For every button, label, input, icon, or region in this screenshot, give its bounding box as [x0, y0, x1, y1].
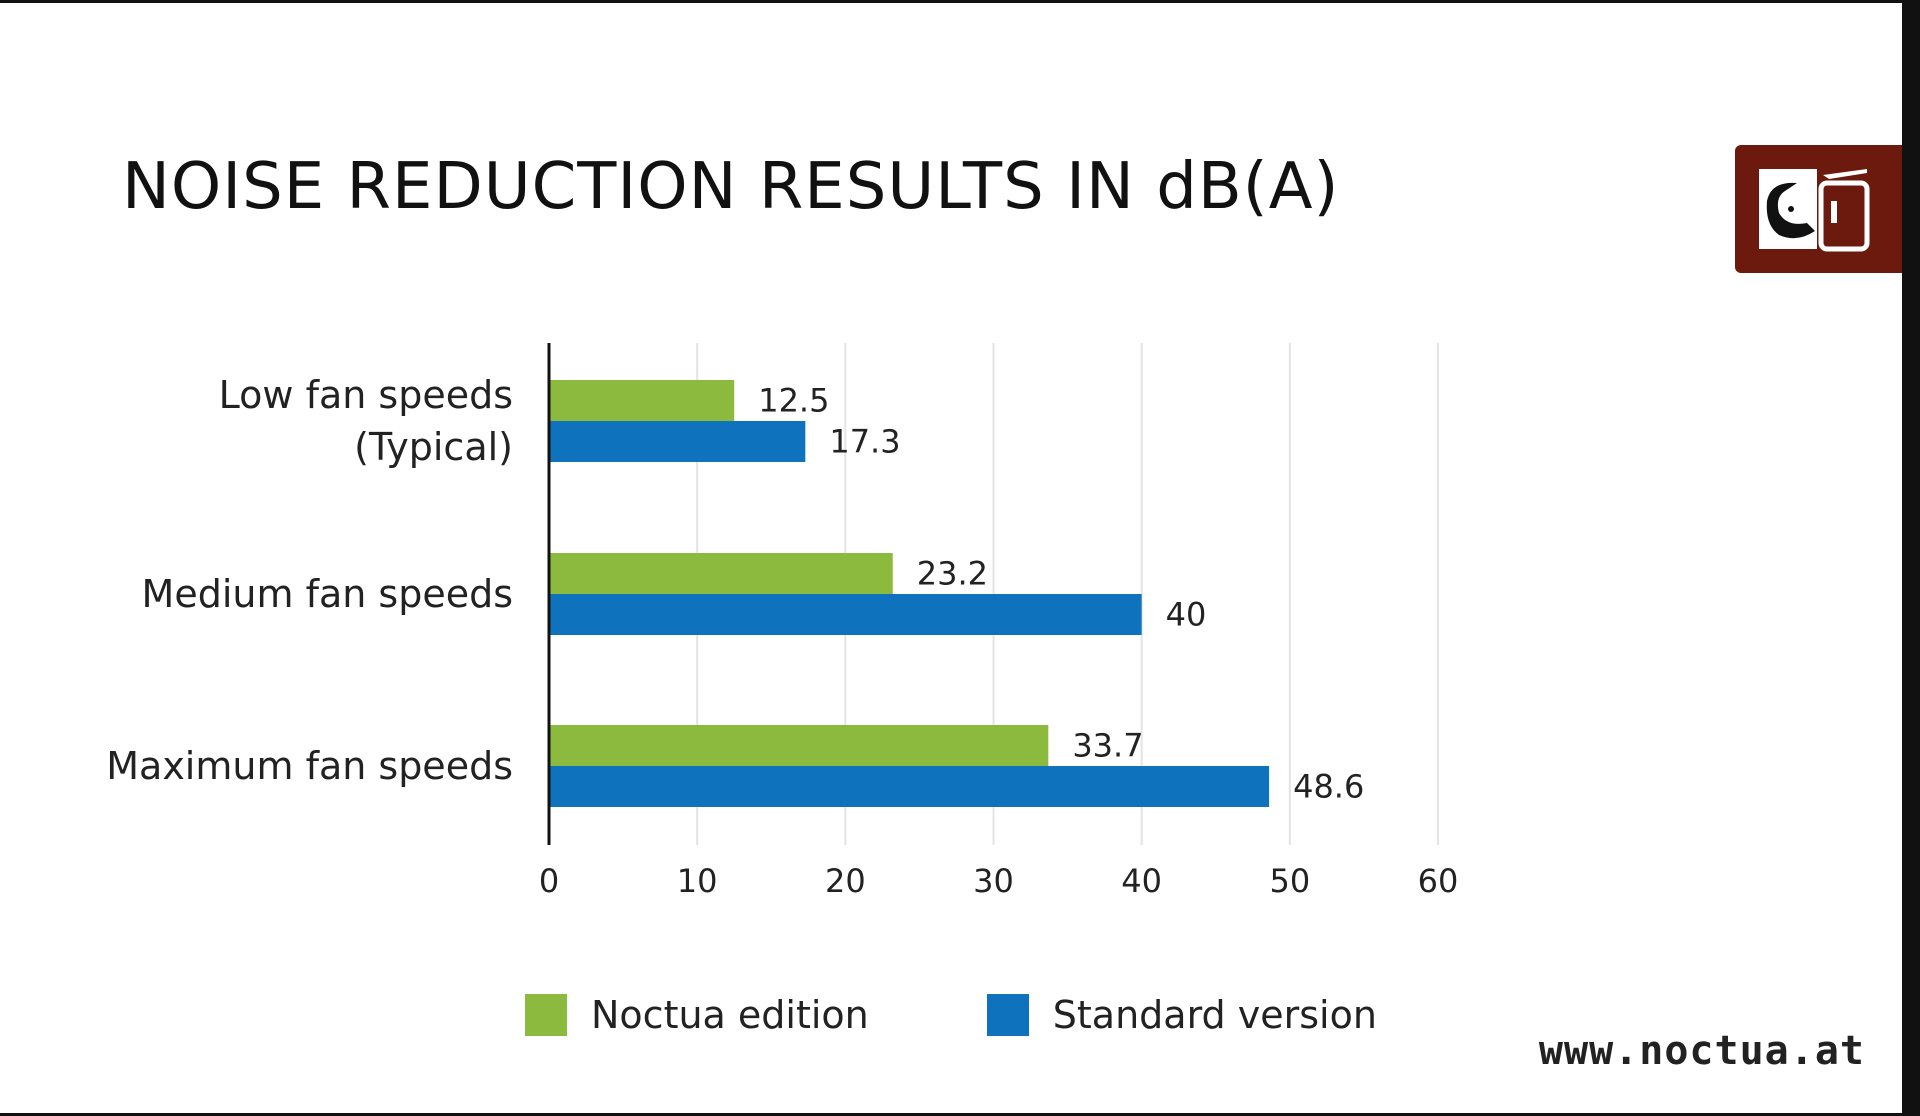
frame-border-right [1902, 0, 1920, 1116]
frame-border-bottom [0, 1113, 1920, 1116]
x-tick-label-0: 0 [539, 862, 559, 900]
bar-standard-0 [549, 421, 806, 462]
owl-logo-icon [1759, 169, 1870, 252]
data-label-noctua-0: 12.5 [758, 382, 829, 420]
data-label-standard-0: 17.3 [829, 423, 900, 461]
x-tick-label-20: 20 [825, 862, 866, 900]
data-label-standard-2: 48.6 [1293, 768, 1364, 806]
data-label-standard-1: 40 [1166, 596, 1207, 634]
legend-swatch-noctua [525, 994, 567, 1036]
bar-noctua-1 [549, 553, 893, 594]
bar-noctua-0 [549, 380, 735, 421]
x-tick-label-10: 10 [677, 862, 718, 900]
data-label-noctua-1: 23.2 [917, 555, 988, 593]
category-label-2-0: Maximum fan speeds [106, 744, 513, 788]
legend-label-standard: Standard version [1052, 993, 1377, 1037]
legend-swatch-standard [986, 994, 1029, 1036]
chart-legend: Noctua edition Standard version [525, 990, 1495, 1040]
bar-standard-2 [549, 766, 1270, 807]
bar-standard-1 [549, 594, 1142, 635]
legend-label-noctua: Noctua edition [591, 993, 869, 1037]
category-label-0-0: Low fan speeds [219, 373, 513, 417]
bar-noctua-2 [549, 725, 1049, 766]
noctua-logo [1735, 145, 1905, 273]
chart-title: NOISE REDUCTION RESULTS IN dB(A) [122, 150, 1340, 224]
legend-item-standard: Standard version [986, 993, 1377, 1037]
x-tick-label-50: 50 [1269, 862, 1310, 900]
data-label-noctua-2: 33.7 [1072, 727, 1143, 765]
category-label-0-1: (Typical) [354, 425, 513, 469]
website-url[interactable]: www.noctua.at [1538, 1028, 1865, 1074]
x-tick-label-30: 30 [973, 862, 1014, 900]
x-tick-label-40: 40 [1121, 862, 1162, 900]
frame-border-top [0, 0, 1920, 3]
x-tick-label-60: 60 [1418, 862, 1459, 900]
category-label-1-0: Medium fan speeds [142, 572, 513, 616]
legend-item-noctua: Noctua edition [525, 993, 869, 1037]
